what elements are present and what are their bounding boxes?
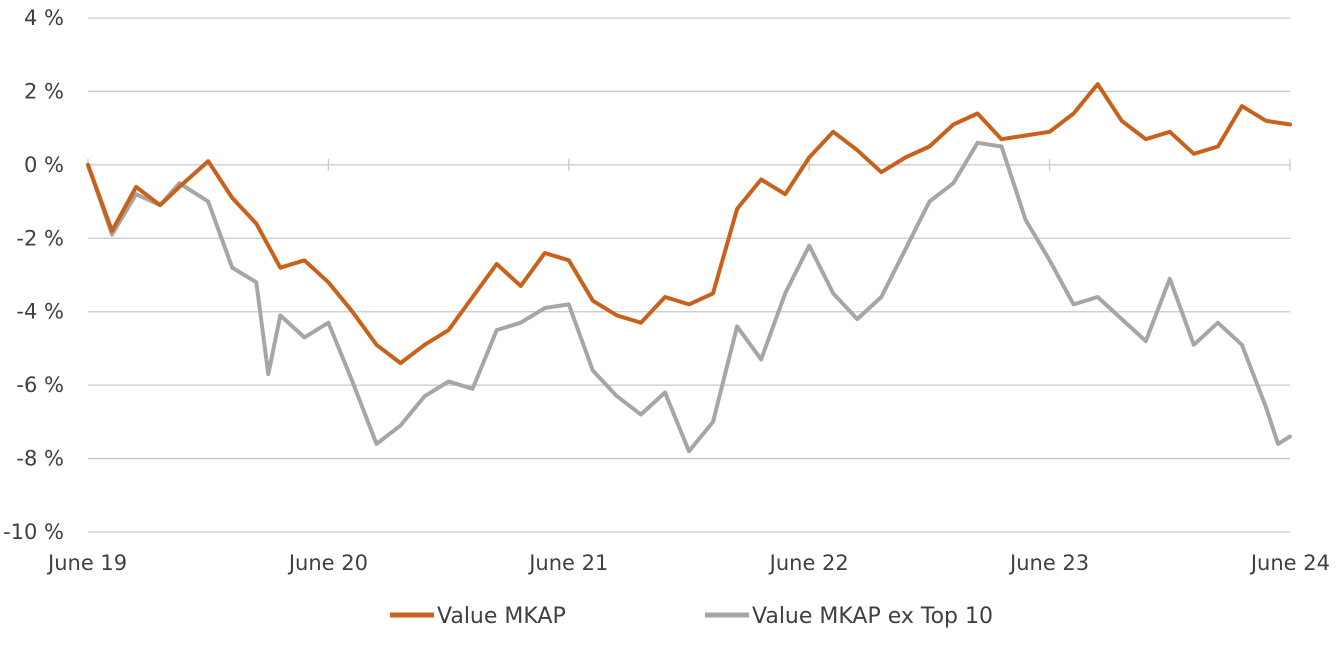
x-tick-label: June 23 [1008, 551, 1089, 575]
x-tick-label: June 19 [46, 551, 127, 575]
y-tick-label: -6 % [16, 373, 64, 397]
y-tick-label: -2 % [16, 226, 64, 250]
legend: Value MKAP Value MKAP ex Top 10 [390, 604, 993, 629]
legend-label-value-mkap: Value MKAP [437, 604, 566, 629]
y-tick-label: 4 % [24, 6, 64, 30]
x-tick-label: June 21 [527, 551, 608, 575]
y-tick-label: -10 % [3, 520, 64, 544]
x-tick-label: June 22 [768, 551, 849, 575]
x-axis-ticks: June 19 June 20 June 21 June 22 June 23 June … [46, 158, 1330, 575]
series-line-value-mkap-ex-top-10 [86, 140, 1292, 454]
y-tick-label: 2 % [24, 79, 64, 103]
y-tick-label: 0 % [24, 153, 64, 177]
y-tick-label: -4 % [16, 300, 64, 324]
x-tick-label: June 24 [1249, 551, 1330, 575]
y-axis-ticks: 4 % 2 % 0 % -2 % -4 % -6 % -8 % -10 % [3, 6, 64, 544]
gridlines [88, 17, 1290, 533]
series-line-value-mkap [86, 82, 1292, 366]
series-lines [86, 82, 1292, 454]
x-tick-label: June 20 [287, 551, 368, 575]
y-tick-label: -8 % [16, 447, 64, 471]
legend-label-value-mkap-ex-top-10: Value MKAP ex Top 10 [752, 604, 993, 629]
